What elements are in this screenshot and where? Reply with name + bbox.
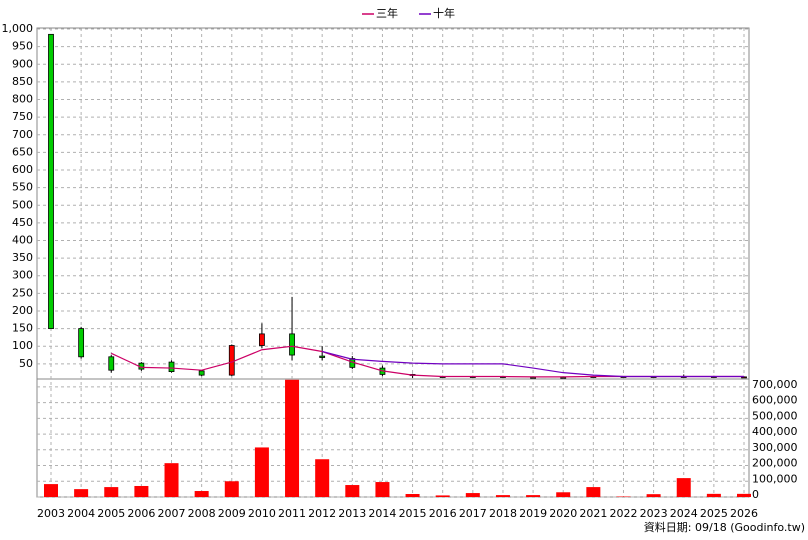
volume-bar — [254, 447, 269, 497]
y2-tick-label: 500,000 — [752, 409, 798, 422]
candle-body — [48, 33, 54, 330]
x-tick-label: 2008 — [188, 507, 216, 520]
x-tick-label: 2023 — [640, 507, 668, 520]
volume-bar — [104, 487, 119, 497]
legend-label: 三年 — [376, 6, 398, 20]
volume-bar — [345, 485, 360, 497]
volume-bar — [134, 485, 149, 497]
y-tick-label: 950 — [12, 40, 33, 53]
volume-bar — [495, 495, 510, 497]
x-tick-label: 2017 — [459, 507, 487, 520]
volume-bar — [194, 491, 209, 497]
y2-tick-label: 100,000 — [752, 472, 798, 485]
x-tick-label: 2019 — [519, 507, 547, 520]
candle-body — [108, 356, 115, 371]
volume-bar — [465, 493, 480, 497]
y2-tick-label: 200,000 — [752, 457, 798, 470]
average-line — [111, 345, 744, 378]
y-tick-label: 750 — [12, 110, 33, 123]
x-tick-label: 2018 — [489, 507, 517, 520]
y2-tick-label: 700,000 — [752, 378, 798, 391]
candle-body — [259, 333, 265, 346]
x-tick-label: 2016 — [429, 507, 457, 520]
x-tick-label: 2011 — [278, 507, 306, 520]
volume-bar — [315, 459, 330, 497]
legend-label: 十年 — [433, 6, 455, 20]
volume-bar — [405, 494, 420, 497]
x-tick-label: 2004 — [67, 507, 95, 520]
x-tick-label: 2005 — [97, 507, 125, 520]
volume-bar — [586, 487, 601, 497]
volume-bar — [706, 493, 721, 497]
y-tick-label: 150 — [12, 322, 33, 335]
y2-tick-label: 0 — [752, 488, 759, 501]
y-tick-label: 50 — [19, 357, 33, 370]
x-tick-label: 2015 — [399, 507, 427, 520]
volume-bar — [556, 492, 571, 497]
y-tick-label: 1,000 — [2, 22, 34, 35]
y-tick-label: 650 — [12, 145, 33, 158]
x-tick-label: 2026 — [730, 507, 758, 520]
y-tick-label: 900 — [12, 57, 33, 70]
volume-bar — [164, 463, 179, 497]
y-tick-label: 450 — [12, 216, 33, 229]
x-tick-label: 2024 — [670, 507, 698, 520]
volume-bar — [435, 495, 450, 497]
volume-bar — [646, 494, 661, 497]
y-tick-label: 550 — [12, 181, 33, 194]
volume-bar — [44, 484, 58, 497]
volume-bar — [375, 482, 390, 497]
source-note: 資料日期: 09/18 (Goodinfo.tw) — [644, 520, 805, 534]
y2-tick-label: 300,000 — [752, 441, 798, 454]
candle-body — [228, 345, 235, 376]
y-tick-label: 600 — [12, 163, 33, 176]
x-tick-label: 2014 — [368, 507, 396, 520]
y-tick-label: 400 — [12, 234, 33, 247]
x-tick-label: 2022 — [609, 507, 637, 520]
x-tick-label: 2012 — [308, 507, 336, 520]
y-tick-label: 200 — [12, 304, 33, 317]
y-tick-label: 850 — [12, 75, 33, 88]
candle-body — [78, 328, 85, 358]
average-line — [322, 350, 744, 378]
volume-bar — [285, 379, 300, 497]
x-tick-label: 2025 — [700, 507, 728, 520]
x-tick-label: 2007 — [158, 507, 186, 520]
x-tick-label: 2009 — [218, 507, 246, 520]
y-tick-label: 500 — [12, 198, 33, 211]
y2-tick-label: 400,000 — [752, 425, 798, 438]
volume-bar — [737, 493, 751, 497]
x-tick-label: 2010 — [248, 507, 276, 520]
volume-bar — [74, 489, 89, 497]
y-tick-label: 800 — [12, 93, 33, 106]
y-tick-label: 700 — [12, 128, 33, 141]
volume-bar — [676, 478, 691, 497]
plot-frame — [36, 27, 750, 498]
x-tick-label: 2021 — [579, 507, 607, 520]
volume-bar — [224, 481, 239, 497]
y-tick-label: 300 — [12, 269, 33, 282]
y-tick-label: 100 — [12, 339, 33, 352]
y-tick-label: 250 — [12, 286, 33, 299]
candle-body — [198, 370, 205, 376]
x-tick-label: 2006 — [127, 507, 155, 520]
y-tick-label: 350 — [12, 251, 33, 264]
x-tick-label: 2013 — [338, 507, 366, 520]
y2-tick-label: 600,000 — [752, 394, 798, 407]
candle-body — [289, 333, 295, 356]
volume-bar — [526, 495, 541, 497]
x-tick-label: 2003 — [37, 507, 65, 520]
candle-body — [319, 355, 326, 358]
x-tick-label: 2020 — [549, 507, 577, 520]
candle-body — [168, 361, 175, 372]
